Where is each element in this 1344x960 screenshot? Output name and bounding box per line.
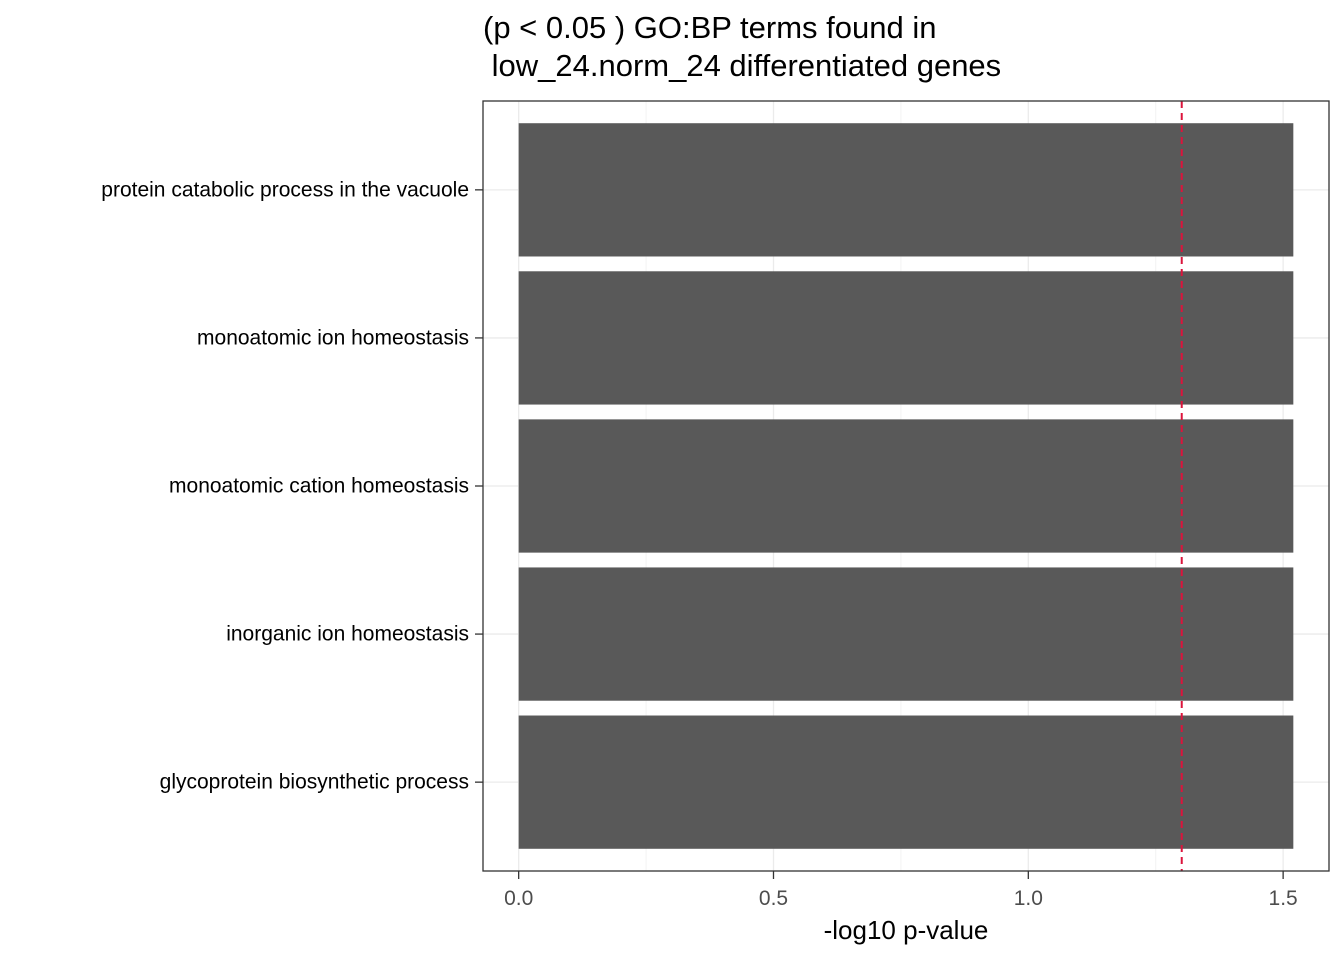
chart-title-line-2: low_24.norm_24 differentiated genes bbox=[483, 48, 1002, 83]
axis-layer: protein catabolic process in the vacuole… bbox=[101, 178, 1297, 910]
chart-title-line-1: (p < 0.05 ) GO:BP terms found in bbox=[483, 10, 937, 45]
x-tick-label: 1.5 bbox=[1269, 887, 1298, 910]
bar bbox=[518, 419, 1294, 553]
bar bbox=[518, 123, 1294, 257]
x-tick-label: 0.0 bbox=[504, 887, 533, 910]
y-tick-label: monoatomic cation homeostasis bbox=[169, 475, 469, 498]
y-tick-label: glycoprotein biosynthetic process bbox=[160, 771, 469, 794]
y-tick-label: protein catabolic process in the vacuole bbox=[101, 178, 469, 201]
x-axis-title: -log10 p-value bbox=[824, 915, 989, 945]
bar bbox=[518, 567, 1294, 701]
x-tick-label: 0.5 bbox=[759, 887, 788, 910]
bar-layer bbox=[518, 123, 1294, 849]
x-tick-label: 1.0 bbox=[1014, 887, 1043, 910]
y-tick-label: inorganic ion homeostasis bbox=[226, 623, 469, 646]
y-tick-label: monoatomic ion homeostasis bbox=[197, 326, 469, 349]
bar bbox=[518, 715, 1294, 849]
bar bbox=[518, 271, 1294, 405]
